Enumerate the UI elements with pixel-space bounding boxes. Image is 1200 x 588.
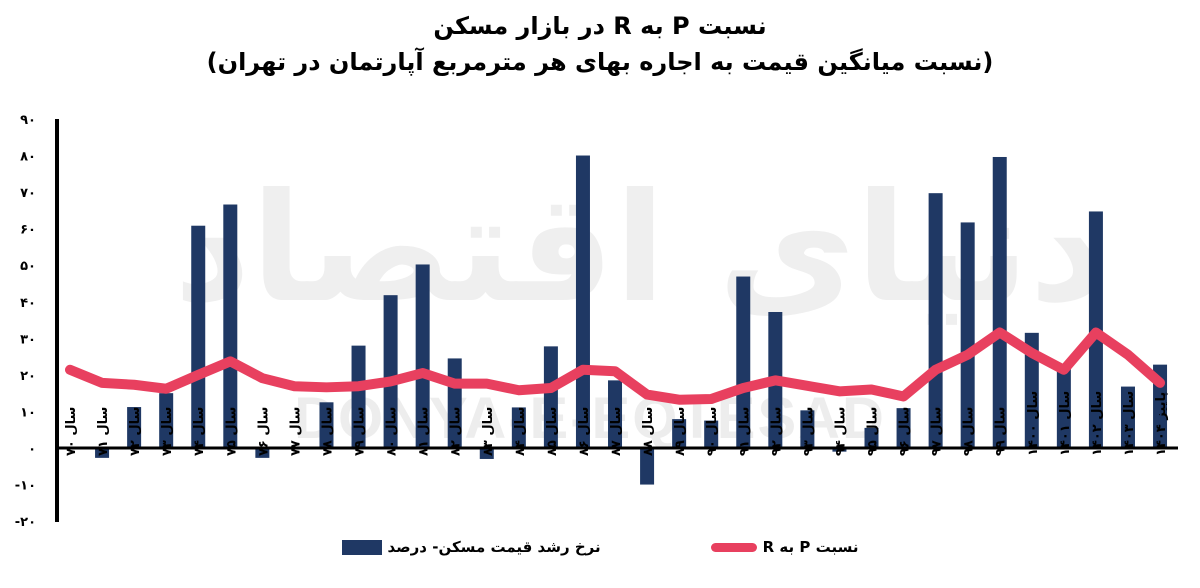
x-tick-label: سال ۷۲ bbox=[128, 407, 143, 456]
bar bbox=[351, 345, 366, 448]
y-tick-label: ۸۰ bbox=[20, 150, 36, 165]
y-tick-label: ۵۰ bbox=[20, 259, 36, 274]
x-tick-label: سال ۸۴ bbox=[513, 407, 528, 456]
y-tick-label: -۱۰ bbox=[15, 479, 36, 494]
x-tick-label: سال ۹۷ bbox=[930, 407, 945, 456]
bar bbox=[255, 448, 270, 458]
y-tick-label: ۴۰ bbox=[20, 296, 36, 311]
bar bbox=[415, 264, 430, 448]
legend: نسبت P به R نرخ رشد قیمت مسکن- درصد bbox=[0, 538, 1200, 556]
y-axis-tick-labels: ۹۰ ۸۰ ۷۰ ۶۰ ۵۰ ۴۰ ۳۰ ۲۰ ۱۰ ۰ -۱۰ -۲۰ bbox=[15, 113, 36, 530]
x-tick-label: سال ۸۶ bbox=[577, 407, 592, 456]
legend-line-swatch-icon bbox=[710, 542, 757, 552]
chart-title: نسبت P به R در بازار مسکن bbox=[433, 12, 767, 40]
y-tick-label: ۷۰ bbox=[20, 186, 36, 201]
bar bbox=[928, 193, 943, 448]
x-tick-label: سال ۹۹ bbox=[994, 407, 1009, 456]
chart-title-block: نسبت P به R در بازار مسکن (نسبت میانگین … bbox=[0, 8, 1200, 80]
bar bbox=[992, 156, 1007, 448]
bar bbox=[736, 276, 751, 448]
bar bbox=[95, 448, 110, 458]
x-tick-label: سال ۱۴۰۰ bbox=[1026, 391, 1041, 456]
bar bbox=[543, 346, 558, 448]
bar bbox=[800, 410, 815, 448]
x-tick-label: سال ۸۸ bbox=[641, 407, 656, 456]
x-tick-label: سال ۸۵ bbox=[545, 407, 560, 456]
y-tick-label: ۱۰ bbox=[20, 405, 36, 420]
bar bbox=[383, 295, 398, 448]
y-tick-label: ۲۰ bbox=[20, 369, 36, 384]
bar bbox=[575, 155, 590, 448]
legend-line-label: نسبت P به R bbox=[762, 538, 859, 556]
y-tick-label: ۰ bbox=[28, 442, 36, 457]
bar bbox=[223, 204, 238, 448]
bar bbox=[896, 408, 911, 448]
bar bbox=[479, 448, 494, 459]
bar bbox=[1056, 366, 1071, 448]
bar bbox=[511, 407, 526, 448]
bar bbox=[191, 225, 206, 448]
x-tick-label: سال ۱۴۰۳ bbox=[1122, 391, 1137, 456]
legend-item-bar: نرخ رشد قیمت مسکن- درصد bbox=[341, 538, 601, 556]
x-tick-label: سال ۸۹ bbox=[673, 407, 688, 456]
axes bbox=[55, 119, 1178, 522]
chart-subtitle: (نسبت میانگین قیمت به اجاره بهای هر مترم… bbox=[206, 48, 994, 76]
p-to-r-ratio-line bbox=[65, 327, 1166, 405]
bar bbox=[127, 407, 142, 448]
legend-bar-swatch-icon bbox=[341, 539, 382, 555]
bar bbox=[1024, 332, 1039, 448]
x-tick-label: سال ۷۰ bbox=[64, 407, 79, 456]
x-tick-label: سال ۷۵ bbox=[224, 407, 239, 456]
bar bbox=[672, 419, 687, 448]
x-tick-label: سال ۷۸ bbox=[320, 407, 335, 456]
legend-bar-label: نرخ رشد قیمت مسکن- درصد bbox=[387, 538, 601, 556]
bar bbox=[159, 393, 174, 448]
bar bbox=[608, 380, 623, 448]
x-tick-label: سال ۷۴ bbox=[192, 407, 207, 456]
x-tick-label: سال ۸۲ bbox=[449, 407, 464, 456]
x-tick-label: سال ۸۷ bbox=[609, 407, 624, 456]
bar bbox=[864, 427, 879, 448]
x-tick-label: سال ۹۸ bbox=[962, 407, 977, 456]
bar-series bbox=[95, 155, 1168, 485]
x-tick-label: سال ۹۱ bbox=[737, 407, 752, 456]
x-axis-tick-labels: سال ۷۰ سال ۷۱ سال ۷۲ سال ۷۳ سال ۷۴ سال ۷۵ سال … bbox=[64, 391, 1169, 456]
x-tick-label: سال ۸۱ bbox=[417, 407, 432, 456]
bar bbox=[319, 402, 334, 448]
x-tick-label: سال ۹۴ bbox=[833, 407, 848, 456]
bar bbox=[640, 448, 655, 485]
y-tick-label: ۳۰ bbox=[20, 332, 36, 347]
x-tick-label: پاییز ۱۴۰۴ bbox=[1154, 392, 1169, 456]
x-tick-label: سال ۱۴۰۲ bbox=[1090, 391, 1105, 456]
y-tick-label: ۹۰ bbox=[20, 113, 36, 128]
x-tick-label: سال ۷۳ bbox=[160, 407, 175, 456]
legend-item-line: نسبت P به R bbox=[710, 538, 859, 556]
x-tick-label: سال ۹۶ bbox=[898, 407, 913, 456]
x-tick-label: سال ۷۹ bbox=[353, 407, 368, 456]
x-tick-label: سال ۹۰ bbox=[705, 407, 720, 456]
y-tick-label: -۲۰ bbox=[15, 515, 36, 530]
bar bbox=[1120, 386, 1135, 448]
x-tick-label: سال ۸۳ bbox=[481, 407, 496, 456]
y-tick-label: ۶۰ bbox=[20, 223, 36, 238]
x-tick-label: سال ۹۵ bbox=[866, 407, 881, 456]
x-tick-label: سال ۹۳ bbox=[801, 407, 816, 456]
x-tick-label: سال ۸۰ bbox=[385, 407, 400, 456]
x-tick-label: سال ۷۷ bbox=[288, 407, 303, 456]
bar bbox=[960, 222, 975, 448]
x-tick-label: سال ۷۱ bbox=[96, 407, 111, 456]
x-tick-label: سال ۷۶ bbox=[256, 407, 271, 456]
x-tick-label: سال ۹۲ bbox=[769, 407, 784, 456]
watermark-persian: دنیای اقتصاد bbox=[174, 162, 1107, 336]
bar bbox=[704, 420, 719, 448]
bar bbox=[832, 448, 847, 452]
line-series bbox=[65, 327, 1166, 405]
x-tick-label: سال ۱۴۰۱ bbox=[1058, 391, 1073, 456]
